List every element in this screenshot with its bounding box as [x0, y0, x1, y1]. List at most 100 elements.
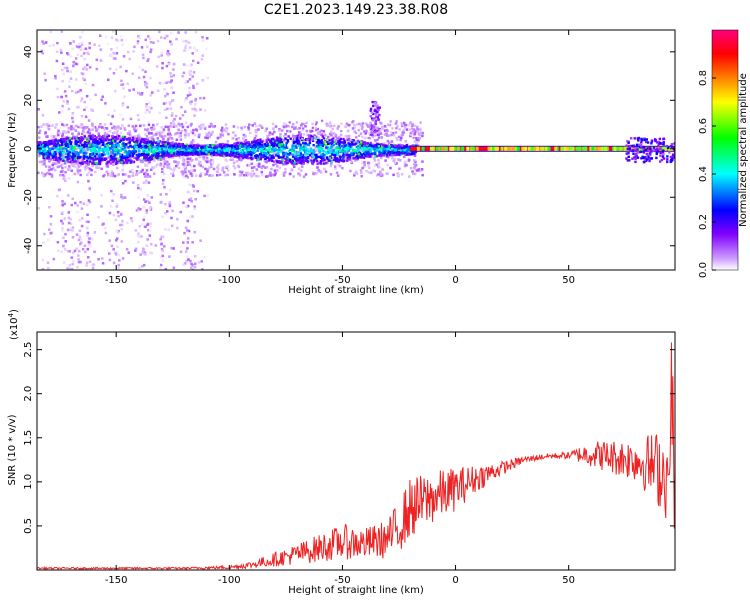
heatmap-cell — [314, 149, 317, 153]
heatmap-cell — [294, 145, 297, 148]
heatmap-cell — [240, 171, 244, 174]
heatmap-cell — [76, 210, 79, 214]
heatmap-cell — [378, 150, 381, 154]
heatmap-cell — [325, 152, 328, 156]
heatmap-cell — [181, 155, 185, 158]
heatmap-cell — [103, 153, 106, 156]
heatmap-cell — [310, 151, 314, 155]
heatmap-cell — [76, 204, 79, 207]
heatmap-cell — [239, 144, 242, 147]
heatmap-cell — [273, 147, 277, 151]
heatmap-cell — [310, 161, 314, 164]
heatmap-cell — [61, 110, 64, 113]
heatmap-cell — [71, 132, 74, 135]
heatmap-cell — [171, 112, 174, 115]
heatmap-cell — [136, 156, 139, 159]
heatmap-cell — [336, 149, 339, 153]
heatmap-cell — [151, 143, 155, 146]
heatmap-cell — [91, 140, 95, 144]
heatmap-cell — [170, 114, 174, 117]
heatmap-cell — [161, 179, 165, 182]
heatmap-cell — [325, 140, 329, 143]
heatmap-cell — [153, 153, 156, 157]
heatmap-cell — [46, 135, 49, 138]
heatmap-cell — [119, 149, 122, 152]
heatmap-cell — [49, 232, 53, 235]
heatmap-cell — [165, 165, 168, 169]
spectrogram-heatmap — [37, 30, 675, 270]
heatmap-cell — [74, 201, 77, 205]
heatmap-cell — [244, 151, 248, 154]
heatmap-cell — [269, 139, 273, 142]
heatmap-cell — [271, 148, 274, 151]
heatmap-cell — [385, 148, 389, 151]
heatmap-cell — [70, 203, 73, 207]
heatmap-cell — [71, 116, 74, 120]
heatmap-cell — [116, 245, 119, 248]
heatmap-cell — [327, 135, 330, 139]
heatmap-cell — [86, 136, 90, 139]
heatmap-cell — [157, 144, 160, 147]
heatmap-cell — [392, 145, 396, 149]
heatmap-cell — [139, 188, 142, 192]
heatmap-cell — [167, 156, 170, 160]
heatmap-cell — [276, 152, 280, 155]
heatmap-cell — [338, 146, 342, 150]
heatmap-cell — [63, 179, 67, 183]
heatmap-cell — [51, 167, 55, 170]
heatmap-cell — [283, 171, 287, 174]
heatmap-cell — [254, 145, 258, 148]
heatmap-cell — [197, 163, 201, 166]
heatmap-cell — [193, 189, 196, 193]
heatmap-cell — [151, 91, 154, 94]
heatmap-cell — [330, 141, 334, 144]
heatmap-cell — [167, 154, 170, 157]
heatmap-cell — [172, 247, 175, 250]
heatmap-cell — [259, 157, 262, 161]
heatmap-cell — [76, 168, 79, 171]
heatmap-cell — [188, 157, 192, 160]
heatmap-cell — [106, 165, 109, 168]
heatmap-cell — [243, 145, 247, 148]
heatmap-cell — [163, 162, 167, 166]
heatmap-cell — [247, 148, 250, 152]
heatmap-cell — [55, 59, 59, 63]
heatmap-cell — [198, 174, 202, 177]
heatmap-cell — [65, 123, 69, 127]
heatmap-cell — [160, 170, 164, 174]
heatmap-cell — [205, 152, 208, 156]
heatmap-cell — [56, 41, 59, 45]
heatmap-cell — [62, 244, 65, 248]
heatmap-cell — [421, 134, 424, 138]
heatmap-cell — [298, 126, 301, 130]
heatmap-cell — [134, 249, 137, 252]
heatmap-cell — [117, 161, 120, 164]
heatmap-cell — [272, 127, 275, 130]
heatmap-cell — [299, 158, 303, 161]
heatmap-cell — [268, 154, 271, 157]
heatmap-cell — [131, 139, 134, 142]
heatmap-cell — [272, 142, 275, 145]
heatmap-cell — [113, 131, 116, 134]
heatmap-cell — [271, 122, 275, 126]
heatmap-cell — [54, 144, 58, 148]
heatmap-cell — [315, 121, 318, 124]
heatmap-cell — [341, 148, 345, 151]
heatmap-cell — [221, 143, 224, 146]
heatmap-cell — [190, 199, 193, 203]
heatmap-cell — [328, 149, 331, 152]
heatmap-cell — [166, 34, 169, 38]
heatmap-cell — [52, 151, 56, 154]
heatmap-cell — [95, 67, 99, 71]
heatmap-cell — [164, 156, 167, 160]
heatmap-cell — [258, 124, 261, 127]
heatmap-cell — [328, 156, 332, 160]
heatmap-cell — [242, 137, 245, 140]
heatmap-cell — [45, 141, 49, 144]
heatmap-cell — [59, 48, 63, 52]
heatmap-cell — [262, 165, 265, 168]
heatmap-cell — [42, 155, 46, 158]
heatmap-cell — [210, 158, 213, 162]
heatmap-cell — [137, 133, 141, 136]
heatmap-cell — [389, 166, 392, 170]
